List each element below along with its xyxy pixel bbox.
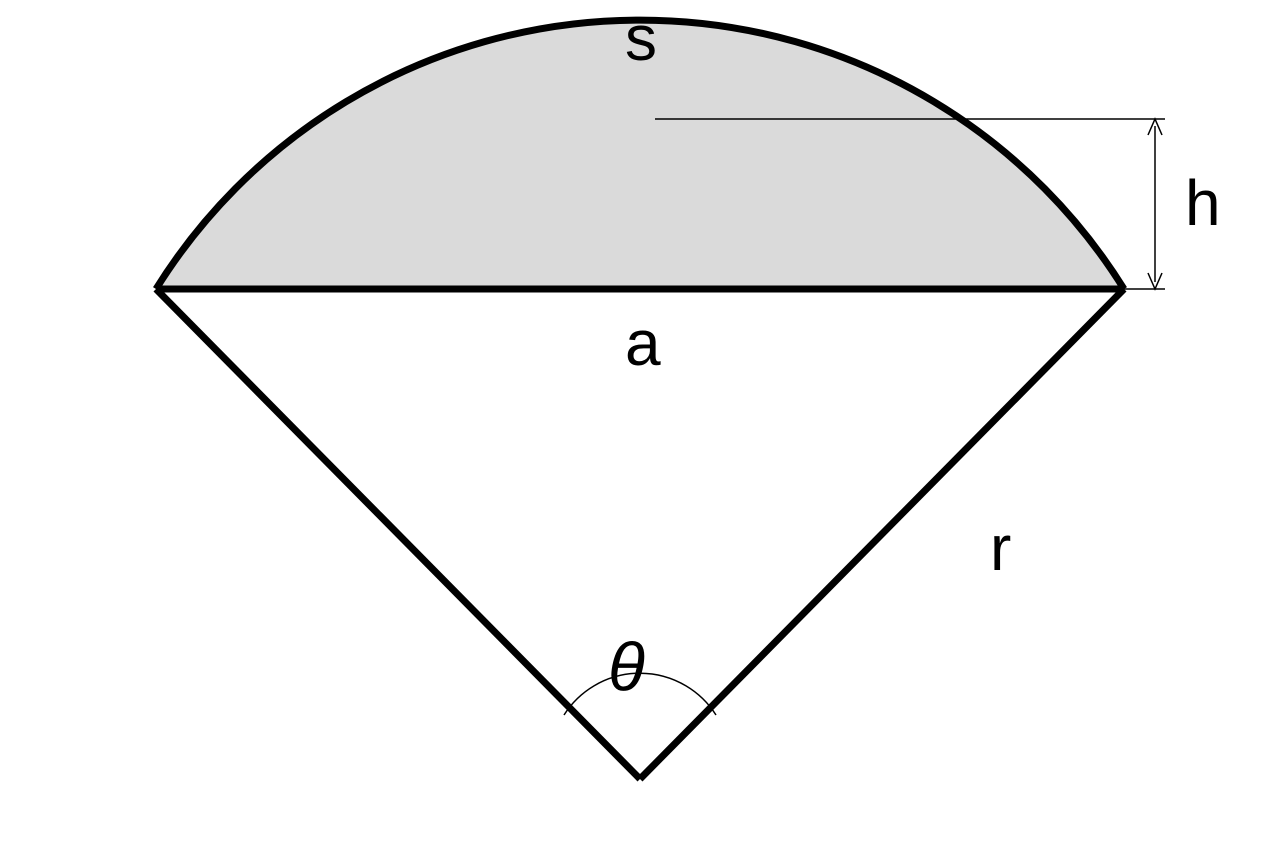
label-h: h	[1185, 167, 1221, 239]
label-s: s	[625, 2, 657, 74]
radius-right	[640, 289, 1124, 779]
radius-left	[156, 289, 640, 779]
label-r: r	[990, 512, 1011, 584]
label-theta: θ	[608, 629, 645, 705]
label-a: a	[625, 307, 661, 379]
segment-diagram: s h a r θ	[0, 0, 1280, 854]
